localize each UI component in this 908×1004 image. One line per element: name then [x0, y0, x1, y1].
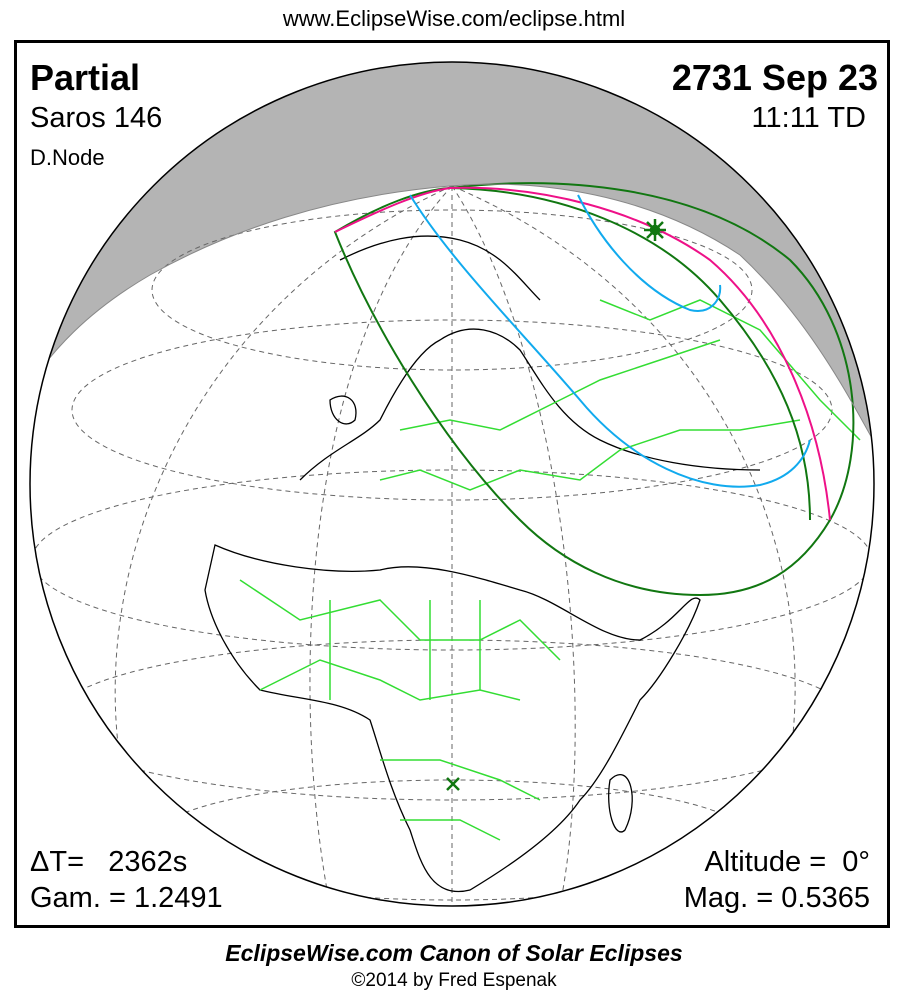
node: D.Node [30, 145, 105, 170]
x-icon [446, 777, 460, 791]
eclipse-type: Partial [30, 57, 141, 98]
delta-t: ΔT= 2362s [30, 846, 188, 878]
country-borders [239, 299, 861, 841]
footer-copyright: ©2014 by Fred Espenak [351, 970, 557, 991]
altitude: Altitude = 0° [704, 846, 870, 878]
maximum-eclipse-curve [334, 186, 831, 521]
path-limit-curve-inner [449, 187, 811, 521]
footer-title: EclipseWise.com Canon of Solar Eclipses [225, 940, 683, 966]
rise-set-curve [409, 194, 811, 488]
night-outline [30, 183, 874, 471]
coastlines [204, 235, 761, 893]
star-icon [644, 219, 666, 241]
url-header: www.EclipseWise.com/eclipse.html [282, 6, 626, 31]
graticule [31, 185, 873, 906]
night-region [30, 62, 874, 470]
eclipse-date: 2731 Sep 23 [671, 57, 878, 98]
globe-limb [29, 61, 875, 907]
saros-number: Saros 146 [30, 102, 163, 134]
rise-set-loop [577, 194, 722, 312]
eclipse-time: 11:11 TD [751, 102, 866, 134]
map-frame [14, 40, 890, 928]
gamma: Gam. = 1.2491 [30, 882, 223, 914]
magnitude: Mag. = 0.5365 [683, 882, 870, 914]
